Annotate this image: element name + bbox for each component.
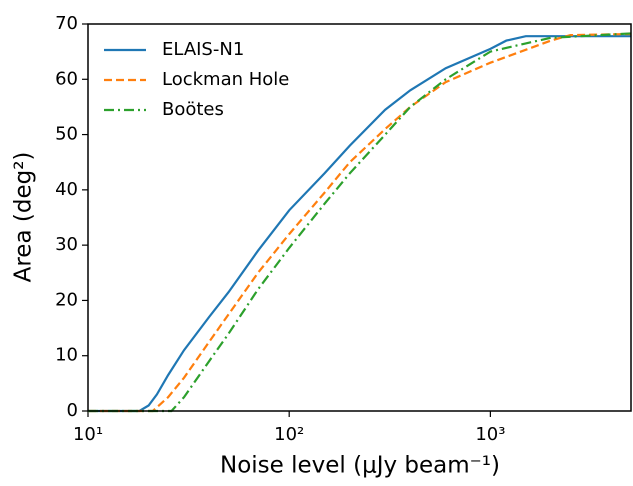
y-tick-label: 50 <box>55 124 78 145</box>
x-tick-label: 10² <box>274 424 304 445</box>
x-tick-label: 10¹ <box>73 424 103 445</box>
y-tick-label: 20 <box>55 289 78 310</box>
x-axis-label: Noise level (μJy beam⁻¹) <box>220 453 500 479</box>
legend-label: Boötes <box>162 99 224 120</box>
line <box>88 32 632 413</box>
y-tick-label: 0 <box>67 400 78 421</box>
y-tick-label: 10 <box>55 345 78 366</box>
legend-label: Lockman Hole <box>162 69 289 90</box>
legend-label: ELAIS-N1 <box>162 39 244 60</box>
x-tick-label: 10³ <box>475 424 505 445</box>
y-tick-label: 70 <box>55 13 78 34</box>
line <box>88 35 631 413</box>
y-axis-label: Area (deg²) <box>11 152 37 283</box>
y-tick-label: 60 <box>55 68 78 89</box>
plot-frame <box>87 23 632 412</box>
y-tick-label: 30 <box>55 234 78 255</box>
line <box>88 32 632 413</box>
y-tick-label: 40 <box>55 179 78 200</box>
